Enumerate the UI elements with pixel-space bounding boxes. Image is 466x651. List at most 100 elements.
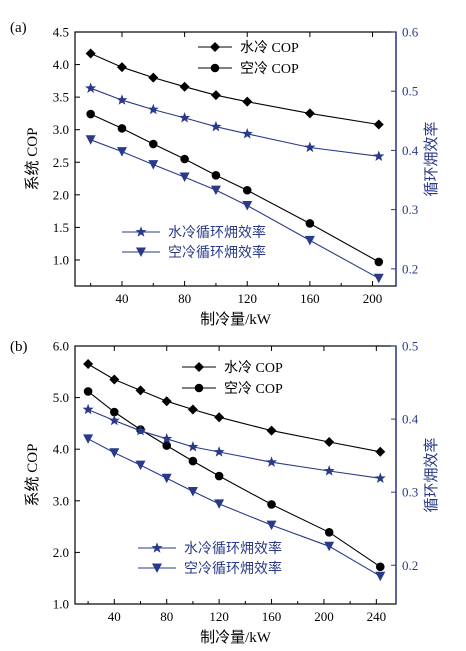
series-3-point xyxy=(179,112,191,123)
legend-entry: 空冷循环㶲效率 xyxy=(184,560,282,577)
y-tick-label: 6.0 xyxy=(53,339,69,354)
y2-tick-label: 0.2 xyxy=(402,261,418,276)
series-line-3 xyxy=(90,87,379,157)
series-1-point xyxy=(83,359,94,370)
series-2-point xyxy=(305,219,315,228)
legend-marker xyxy=(151,542,163,553)
x-tick-label: 200 xyxy=(314,609,334,624)
series-line-1 xyxy=(90,52,379,126)
series-4-point xyxy=(85,135,96,145)
series-2-point xyxy=(110,407,119,417)
series-3-point xyxy=(210,120,222,132)
series-4-point xyxy=(266,520,277,531)
series-4-point xyxy=(373,273,384,284)
y-tick-label: 3.0 xyxy=(53,493,69,508)
series-2-point xyxy=(214,471,224,481)
series-2-point xyxy=(211,170,221,180)
y2-tick-label: 0.4 xyxy=(402,412,419,427)
series-1-point xyxy=(242,96,253,107)
series-4-point xyxy=(135,460,146,471)
series-1-point xyxy=(210,90,221,101)
series-1-point xyxy=(214,412,225,423)
y2-tick-label: 0.2 xyxy=(402,558,418,573)
y2-tick-label: 0.3 xyxy=(402,202,418,217)
y-tick-label: 5.0 xyxy=(53,390,69,405)
series-2-point xyxy=(83,387,93,396)
series-3-point xyxy=(241,128,253,139)
legend-entry: 水冷循环㶲效率 xyxy=(168,224,266,241)
legend-marker xyxy=(194,383,204,393)
chart-panel-1: 40 80 120 160 200 1.0 1.5 2.0 2.5 3.0 3.5 4.0 4.5 0.2… xyxy=(10,20,440,328)
series-3-point xyxy=(108,414,120,426)
y-tick-label: 4.0 xyxy=(53,442,69,457)
y-tick-label: 4.0 xyxy=(53,57,69,72)
legend-entry: 空冷循环㶲效率 xyxy=(168,244,266,261)
y-tick-label: 1.5 xyxy=(53,220,69,235)
series-2-point xyxy=(374,257,384,267)
series-3-point xyxy=(134,424,147,436)
y-tick-label: 2.0 xyxy=(53,187,69,202)
series-1-point xyxy=(148,72,159,83)
x-tick-label: 80 xyxy=(160,609,173,624)
series-2-point xyxy=(188,456,198,466)
y2-axis-label: 循环㶲效率 xyxy=(423,437,440,512)
y2-tick-label: 0.5 xyxy=(402,339,418,354)
series-4-point xyxy=(324,541,335,552)
x-tick-label: 160 xyxy=(262,609,282,624)
y2-tick-label: 0.5 xyxy=(402,84,418,99)
y-tick-label: 2.5 xyxy=(53,155,69,170)
series-4-point xyxy=(242,200,253,211)
x-tick-label: 200 xyxy=(363,291,383,306)
series-2-point xyxy=(375,562,385,572)
series-3-point xyxy=(304,141,316,153)
series-1-point xyxy=(85,48,96,59)
y-tick-label: 4.5 xyxy=(53,25,69,40)
y-axis-label: 系统 COP xyxy=(24,128,41,191)
legend-marker xyxy=(210,63,220,73)
series-line-4 xyxy=(90,139,380,279)
x-tick-label: 240 xyxy=(367,609,387,624)
legend-entry: 水冷 COP xyxy=(224,360,283,376)
x-tick-label: 120 xyxy=(237,291,257,306)
series-1-point xyxy=(304,108,315,119)
x-tick-label: 40 xyxy=(108,609,121,624)
series-4-point xyxy=(179,172,190,183)
series-2-point xyxy=(148,139,158,149)
series-3-point xyxy=(116,94,128,105)
x-axis-label: 制冷量/kW xyxy=(200,629,272,646)
y2-tick-label: 0.4 xyxy=(402,143,419,158)
x-tick-label: 120 xyxy=(209,609,229,624)
series-3-point xyxy=(213,446,225,457)
series-1-point xyxy=(161,396,172,407)
y2-axis-label: 循环㶲效率 xyxy=(423,121,440,196)
series-1-point xyxy=(375,446,386,457)
series-3-point xyxy=(161,433,173,444)
series-4-point xyxy=(116,147,127,157)
y-tick-label: 3.5 xyxy=(53,90,69,105)
y-tick-label: 1.0 xyxy=(53,597,69,612)
legend-marker xyxy=(194,362,204,372)
series-4-point xyxy=(83,434,94,444)
series-4-point xyxy=(148,160,159,170)
x-axis-label: 制冷量/kW xyxy=(200,311,272,328)
series-4-point xyxy=(304,235,315,246)
series-1-point xyxy=(266,425,277,436)
series-4-point xyxy=(161,473,172,484)
series-3-point xyxy=(147,103,159,115)
series-3-point xyxy=(373,150,385,162)
y-tick-label: 2.0 xyxy=(53,545,69,560)
y2-tick-label: 0.3 xyxy=(402,485,418,500)
legend-marker xyxy=(152,563,162,573)
series-2-point xyxy=(242,185,252,195)
series-1-point xyxy=(324,436,335,447)
series-2-point xyxy=(180,154,189,164)
series-line-2 xyxy=(87,390,381,568)
x-tick-label: 80 xyxy=(178,291,191,306)
series-1-point xyxy=(135,385,146,396)
series-1-point xyxy=(109,374,120,385)
series-2-point xyxy=(324,527,334,537)
chart-panel-2: 40 80 120 160 200 240 1.0 2.0 3.0 4.0 5.0 6.0 0.2 0.3… xyxy=(10,339,440,647)
legend-marker xyxy=(210,42,220,52)
y-axis-label: 系统 COP xyxy=(24,444,41,507)
